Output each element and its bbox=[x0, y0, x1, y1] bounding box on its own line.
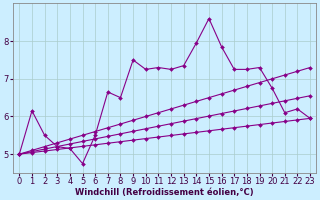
X-axis label: Windchill (Refroidissement éolien,°C): Windchill (Refroidissement éolien,°C) bbox=[76, 188, 254, 197]
